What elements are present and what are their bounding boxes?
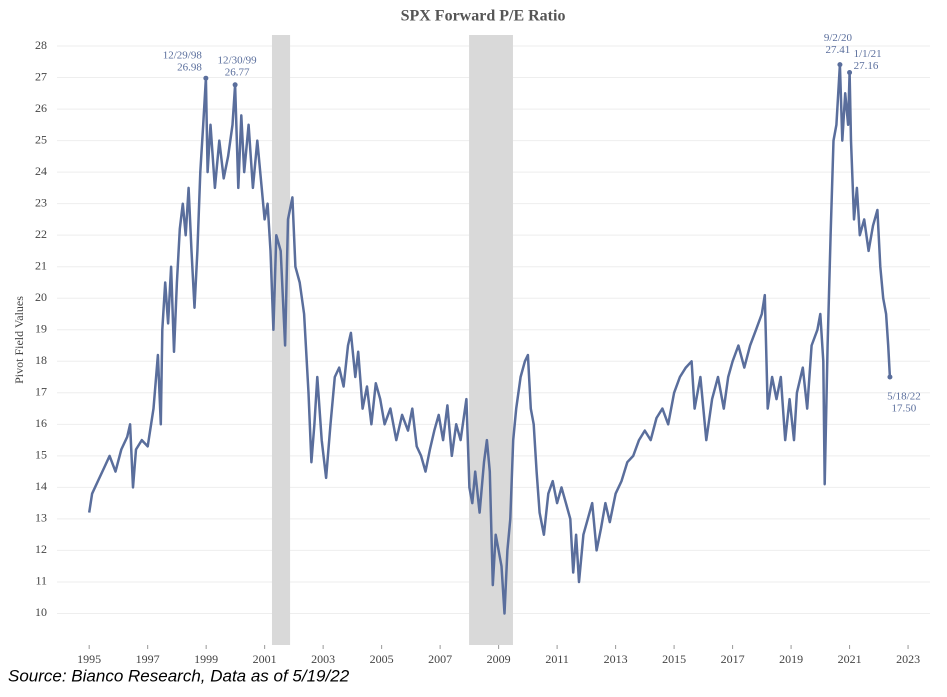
x-tick-label: 2023 [896,652,920,666]
y-tick-label: 13 [35,511,47,525]
y-tick-label: 21 [35,258,47,272]
annotation-value: 26.77 [225,66,250,78]
y-tick-label: 20 [35,290,47,304]
x-tick-label: 2009 [487,652,511,666]
annotation-date: 9/2/20 [824,32,853,44]
y-tick-label: 23 [35,195,47,209]
y-tick-label: 15 [35,448,47,462]
y-tick-label: 28 [35,38,47,52]
y-tick-label: 19 [35,322,47,336]
y-tick-label: 27 [35,69,47,83]
annotation-value: 27.16 [854,60,879,72]
x-tick-label: 2013 [604,652,628,666]
annotation-value: 26.98 [177,62,202,74]
annotation-dot [847,70,853,76]
annotation-dot [837,62,843,68]
x-tick-label: 2011 [545,652,569,666]
annotation-dot [203,75,209,81]
annotation-date: 1/1/21 [854,48,882,60]
annotation-value: 17.50 [892,403,917,415]
annotation-value: 27.41 [826,44,851,56]
x-tick-label: 2001 [253,652,277,666]
x-tick-label: 2019 [779,652,803,666]
y-tick-label: 12 [35,542,47,556]
x-tick-label: 2021 [838,652,862,666]
annotation-dot [887,374,893,380]
line-series [87,63,892,615]
y-tick-label: 16 [35,416,47,430]
y-tick-label: 24 [35,164,47,178]
y-tick-label: 22 [35,227,47,241]
x-tick-label: 1995 [77,652,101,666]
x-tick-label: 2005 [370,652,394,666]
x-tick-label: 2007 [428,652,452,666]
y-tick-label: 18 [35,353,47,367]
recession-band [271,35,291,645]
annotation-date: 5/18/22 [887,391,921,403]
x-tick-label: 2003 [311,652,335,666]
y-axis-label: Pivot Field Values [12,296,26,384]
y-tick-label: 10 [35,605,47,619]
x-tick-label: 1999 [194,652,218,666]
annotation-date: 12/29/98 [163,50,203,62]
x-tick-label: 2017 [721,652,745,666]
x-tick-label: 2015 [662,652,686,666]
y-tick-label: 17 [35,385,47,399]
x-tick-label: 1997 [136,652,160,666]
chart-title: SPX Forward P/E Ratio [401,8,566,25]
y-tick-label: 25 [35,132,47,146]
source-note: Source: Bianco Research, Data as of 5/19… [8,666,350,685]
annotation-dot [232,82,238,88]
y-tick-label: 26 [35,101,47,115]
y-tick-label: 11 [35,574,47,588]
annotation-date: 12/30/99 [218,54,258,66]
y-tick-label: 14 [35,479,47,493]
